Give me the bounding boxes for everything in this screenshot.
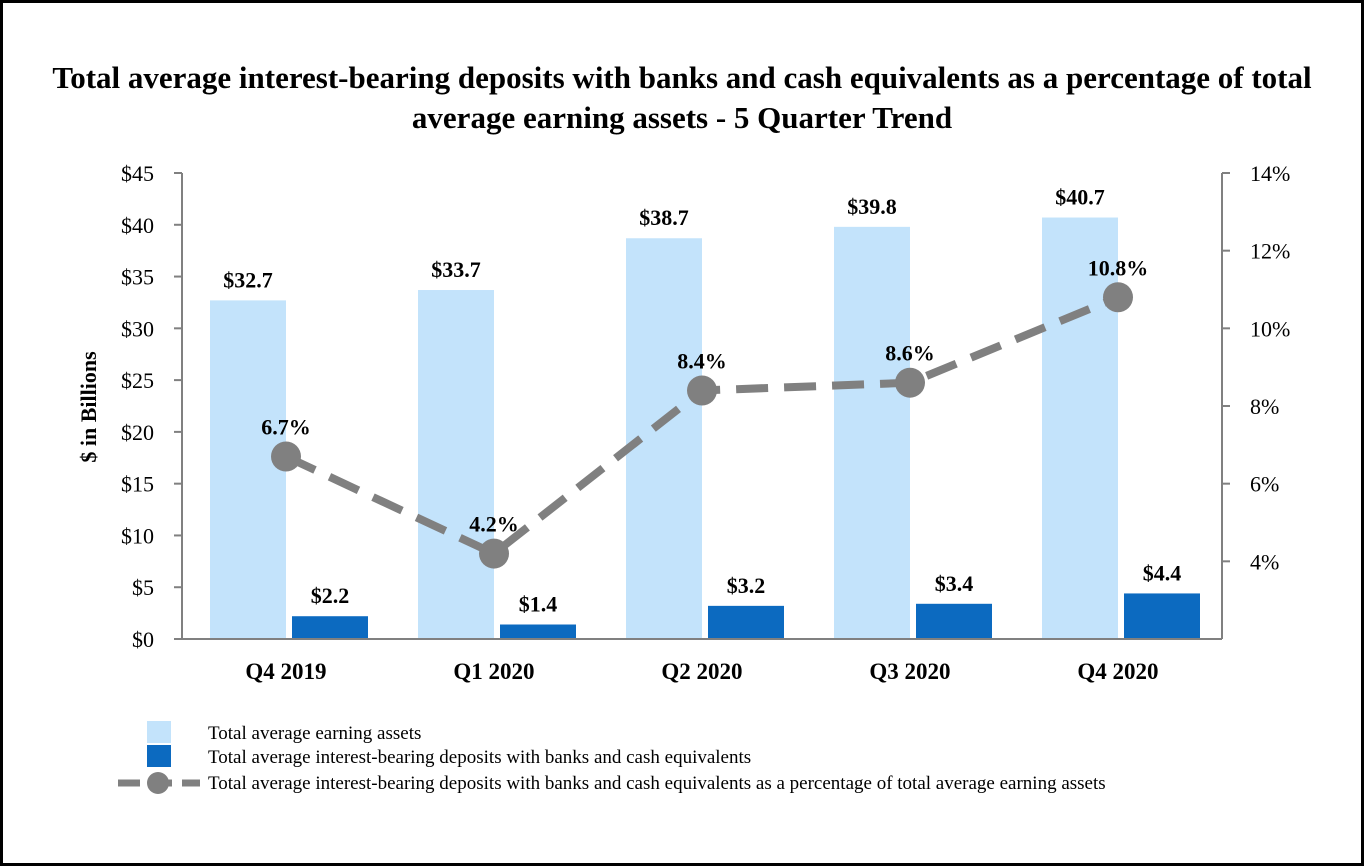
legend-swatch-deposits (147, 745, 171, 767)
legend-label-percentage: Total average interest-bearing deposits … (208, 773, 1106, 794)
y-tick-label: $15 (121, 472, 154, 497)
bar-earning-assets (418, 290, 494, 639)
point-percentage (479, 538, 509, 569)
y-tick-label: $10 (121, 523, 154, 548)
point-percentage (687, 375, 717, 406)
data-label-earning-assets: $38.7 (639, 205, 689, 230)
data-label-earning-assets: $40.7 (1055, 185, 1105, 210)
point-percentage (1103, 282, 1133, 313)
y-tick-label: $40 (121, 213, 154, 238)
y-axis-title: $ in Billions (76, 351, 101, 463)
data-label-earning-assets: $32.7 (223, 267, 273, 292)
bar-deposits (916, 603, 992, 639)
chart-title: Total average interest-bearing deposits … (52, 60, 1312, 135)
y2-tick-label: 8% (1250, 394, 1279, 419)
y2-tick-label: 10% (1250, 316, 1290, 341)
y2-tick-label: 4% (1250, 549, 1279, 574)
bar-deposits (708, 605, 784, 639)
bar-earning-assets (210, 300, 286, 639)
legend-label-earning-assets: Total average earning assets (208, 723, 421, 744)
x-tick-label: Q1 2020 (453, 659, 534, 684)
point-percentage (271, 441, 301, 472)
y-tick-label: $25 (121, 368, 154, 393)
data-label-percentage: 4.2% (469, 512, 519, 537)
bar-deposits (1124, 593, 1200, 639)
y-tick-label: $45 (121, 161, 154, 186)
bar-earning-assets (1042, 217, 1118, 640)
y2-tick-label: 6% (1250, 472, 1279, 497)
y-tick-label: $35 (121, 265, 154, 290)
data-label-earning-assets: $33.7 (431, 257, 481, 282)
data-label-deposits: $3.4 (935, 571, 974, 596)
bar-earning-assets (834, 226, 910, 640)
data-label-deposits: $3.2 (727, 573, 766, 598)
x-tick-label: Q4 2020 (1077, 659, 1158, 684)
y-tick-label: $5 (132, 575, 154, 600)
y2-tick-label: 12% (1250, 239, 1290, 264)
bar-deposits (292, 616, 368, 639)
legend-swatch-earning-assets (147, 721, 171, 743)
data-label-deposits: $4.4 (1143, 560, 1182, 585)
y2-tick-label: 14% (1250, 161, 1290, 186)
y-tick-label: $30 (121, 316, 154, 341)
legend-label-deposits: Total average interest-bearing deposits … (208, 747, 751, 768)
data-label-deposits: $1.4 (519, 592, 558, 617)
data-label-percentage: 8.6% (885, 341, 935, 366)
y-tick-label: $0 (132, 627, 154, 652)
legend-swatch-percentage-marker (147, 772, 169, 794)
data-label-percentage: 8.4% (677, 348, 727, 373)
x-tick-label: Q3 2020 (869, 659, 950, 684)
y-tick-label: $20 (121, 420, 154, 445)
data-label-deposits: $2.2 (311, 583, 350, 608)
data-label-percentage: 6.7% (261, 414, 311, 439)
x-tick-label: Q2 2020 (661, 659, 742, 684)
data-label-earning-assets: $39.8 (847, 194, 897, 219)
point-percentage (895, 367, 925, 398)
x-tick-label: Q4 2019 (245, 659, 326, 684)
data-label-percentage: 10.8% (1088, 255, 1149, 280)
bar-deposits (500, 624, 576, 639)
